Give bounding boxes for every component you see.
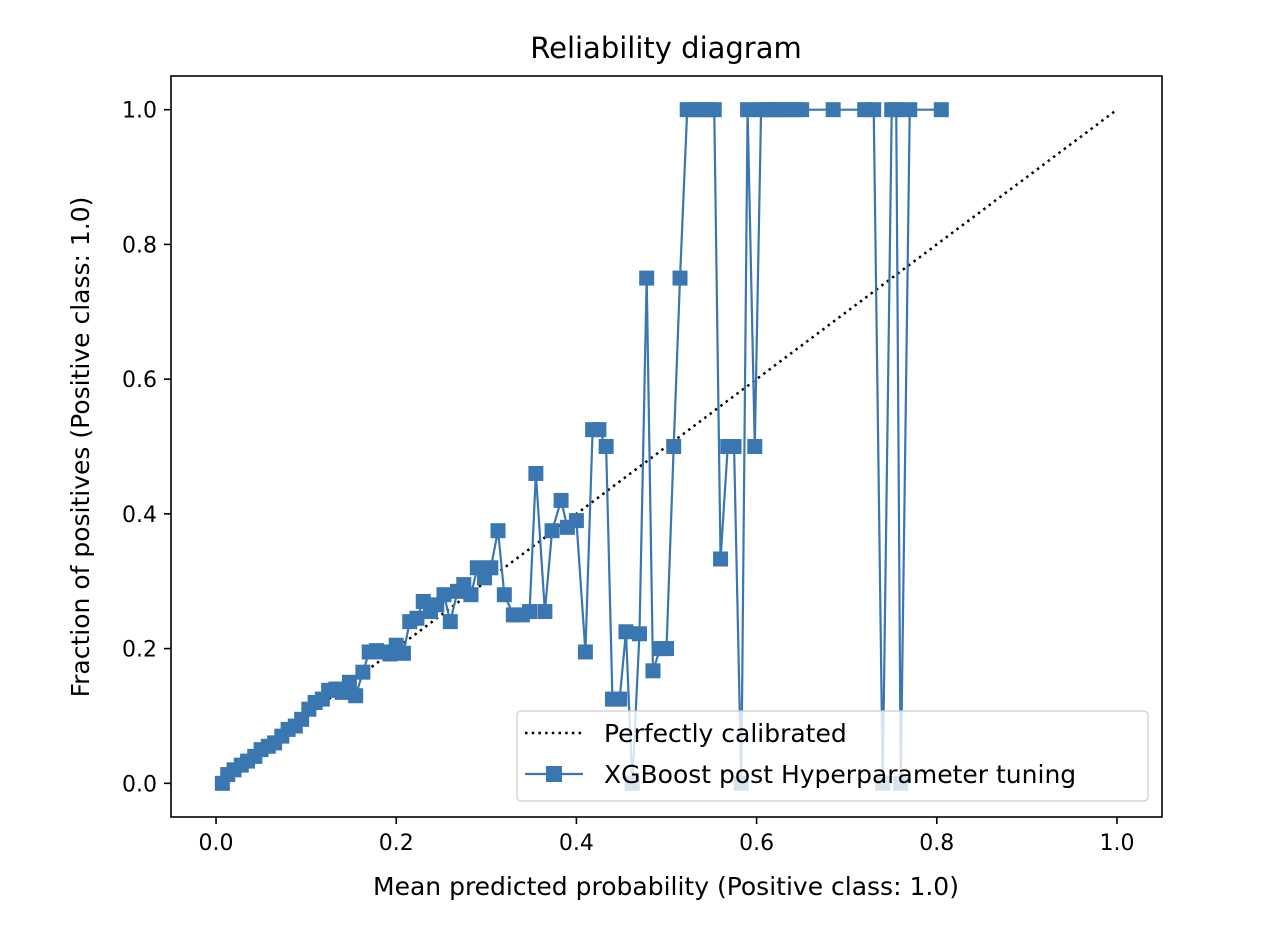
xgboost-point-marker [591,422,607,438]
xgboost-point-marker [618,624,634,640]
xgboost-point-marker [902,102,918,118]
xgboost-point-marker [544,523,560,539]
xgboost-point-marker [747,439,763,454]
xgboost-point-marker [740,102,756,118]
xgboost-point-marker [726,439,742,454]
xgboost-point-marker [612,691,628,707]
xgboost-point-marker [442,614,458,630]
xgboost-point-marker [666,439,682,454]
xgboost-point-marker [706,102,722,118]
xgboost-point-marker [395,645,411,661]
xgboost-point-marker [355,664,371,680]
x-tick-label: 0.6 [739,831,774,856]
x-tick-label: 0.4 [559,831,594,856]
xgboost-point-marker [490,523,506,539]
x-tick-label: 1.0 [1099,831,1134,856]
xgboost-point-marker [866,102,882,118]
xgboost-point-marker [598,439,614,454]
series-layer [214,102,1118,791]
plot-frame [170,75,1163,818]
legend-label-perfectly-calibrated: Perfectly calibrated [604,719,847,748]
xgboost-point-marker [553,492,569,508]
xgboost-point-marker [341,674,357,690]
xgboost-point-marker [645,663,661,679]
y-tick-label: 0.8 [122,233,157,258]
xgboost-point-marker [528,465,544,481]
legend-xgboost-marker [546,766,562,782]
xgboost-point-marker [672,270,688,286]
xgboost-point-marker [577,644,593,660]
x-tick-label: 0.2 [379,831,414,856]
y-axis-label: Fraction of positives (Positive class: 1… [66,197,95,698]
xgboost-point-marker [825,102,841,118]
xgboost-point-marker [568,513,584,529]
xgboost-point-marker [933,102,949,118]
xgboost-point-marker [496,587,512,603]
xgboost-point-marker [522,604,538,620]
xgboost-point-marker [639,270,655,286]
xgboost-point-marker [537,604,553,620]
legend-box [516,710,1149,802]
xgboost-point-marker [436,587,452,603]
xgboost-point-marker [483,560,499,576]
ticks-layer: 0.0 0.2 0.4 0.6 0.8 1.0 0.0 0.2 0.4 0.6 0.8 1.0 [122,99,1134,856]
xgboost-point-marker [794,102,810,118]
y-tick-label: 1.0 [122,99,157,124]
chart-title: Reliability diagram [530,31,802,65]
y-tick-label: 0.2 [122,638,157,663]
legend: Perfectly calibrated XGBoost post Hyperp… [516,710,1149,802]
legend-label-xgboost: XGBoost post Hyperparameter tuning [604,760,1076,789]
y-tick-label: 0.0 [122,772,157,797]
x-tick-label: 0.8 [919,831,954,856]
xgboost-point-marker [409,610,425,626]
xgboost-point-marker [348,688,364,704]
x-axis-label: Mean predicted probability (Positive cla… [373,872,959,901]
y-tick-label: 0.6 [122,368,157,393]
xgboost-point-marker [463,587,479,603]
xgboost-point-marker [713,551,729,567]
y-tick-label: 0.4 [122,503,157,528]
xgboost-point-marker [659,641,674,657]
x-tick-label: 0.0 [199,831,234,856]
xgboost-point-marker [631,626,647,642]
xgboost-point-marker [888,102,904,118]
